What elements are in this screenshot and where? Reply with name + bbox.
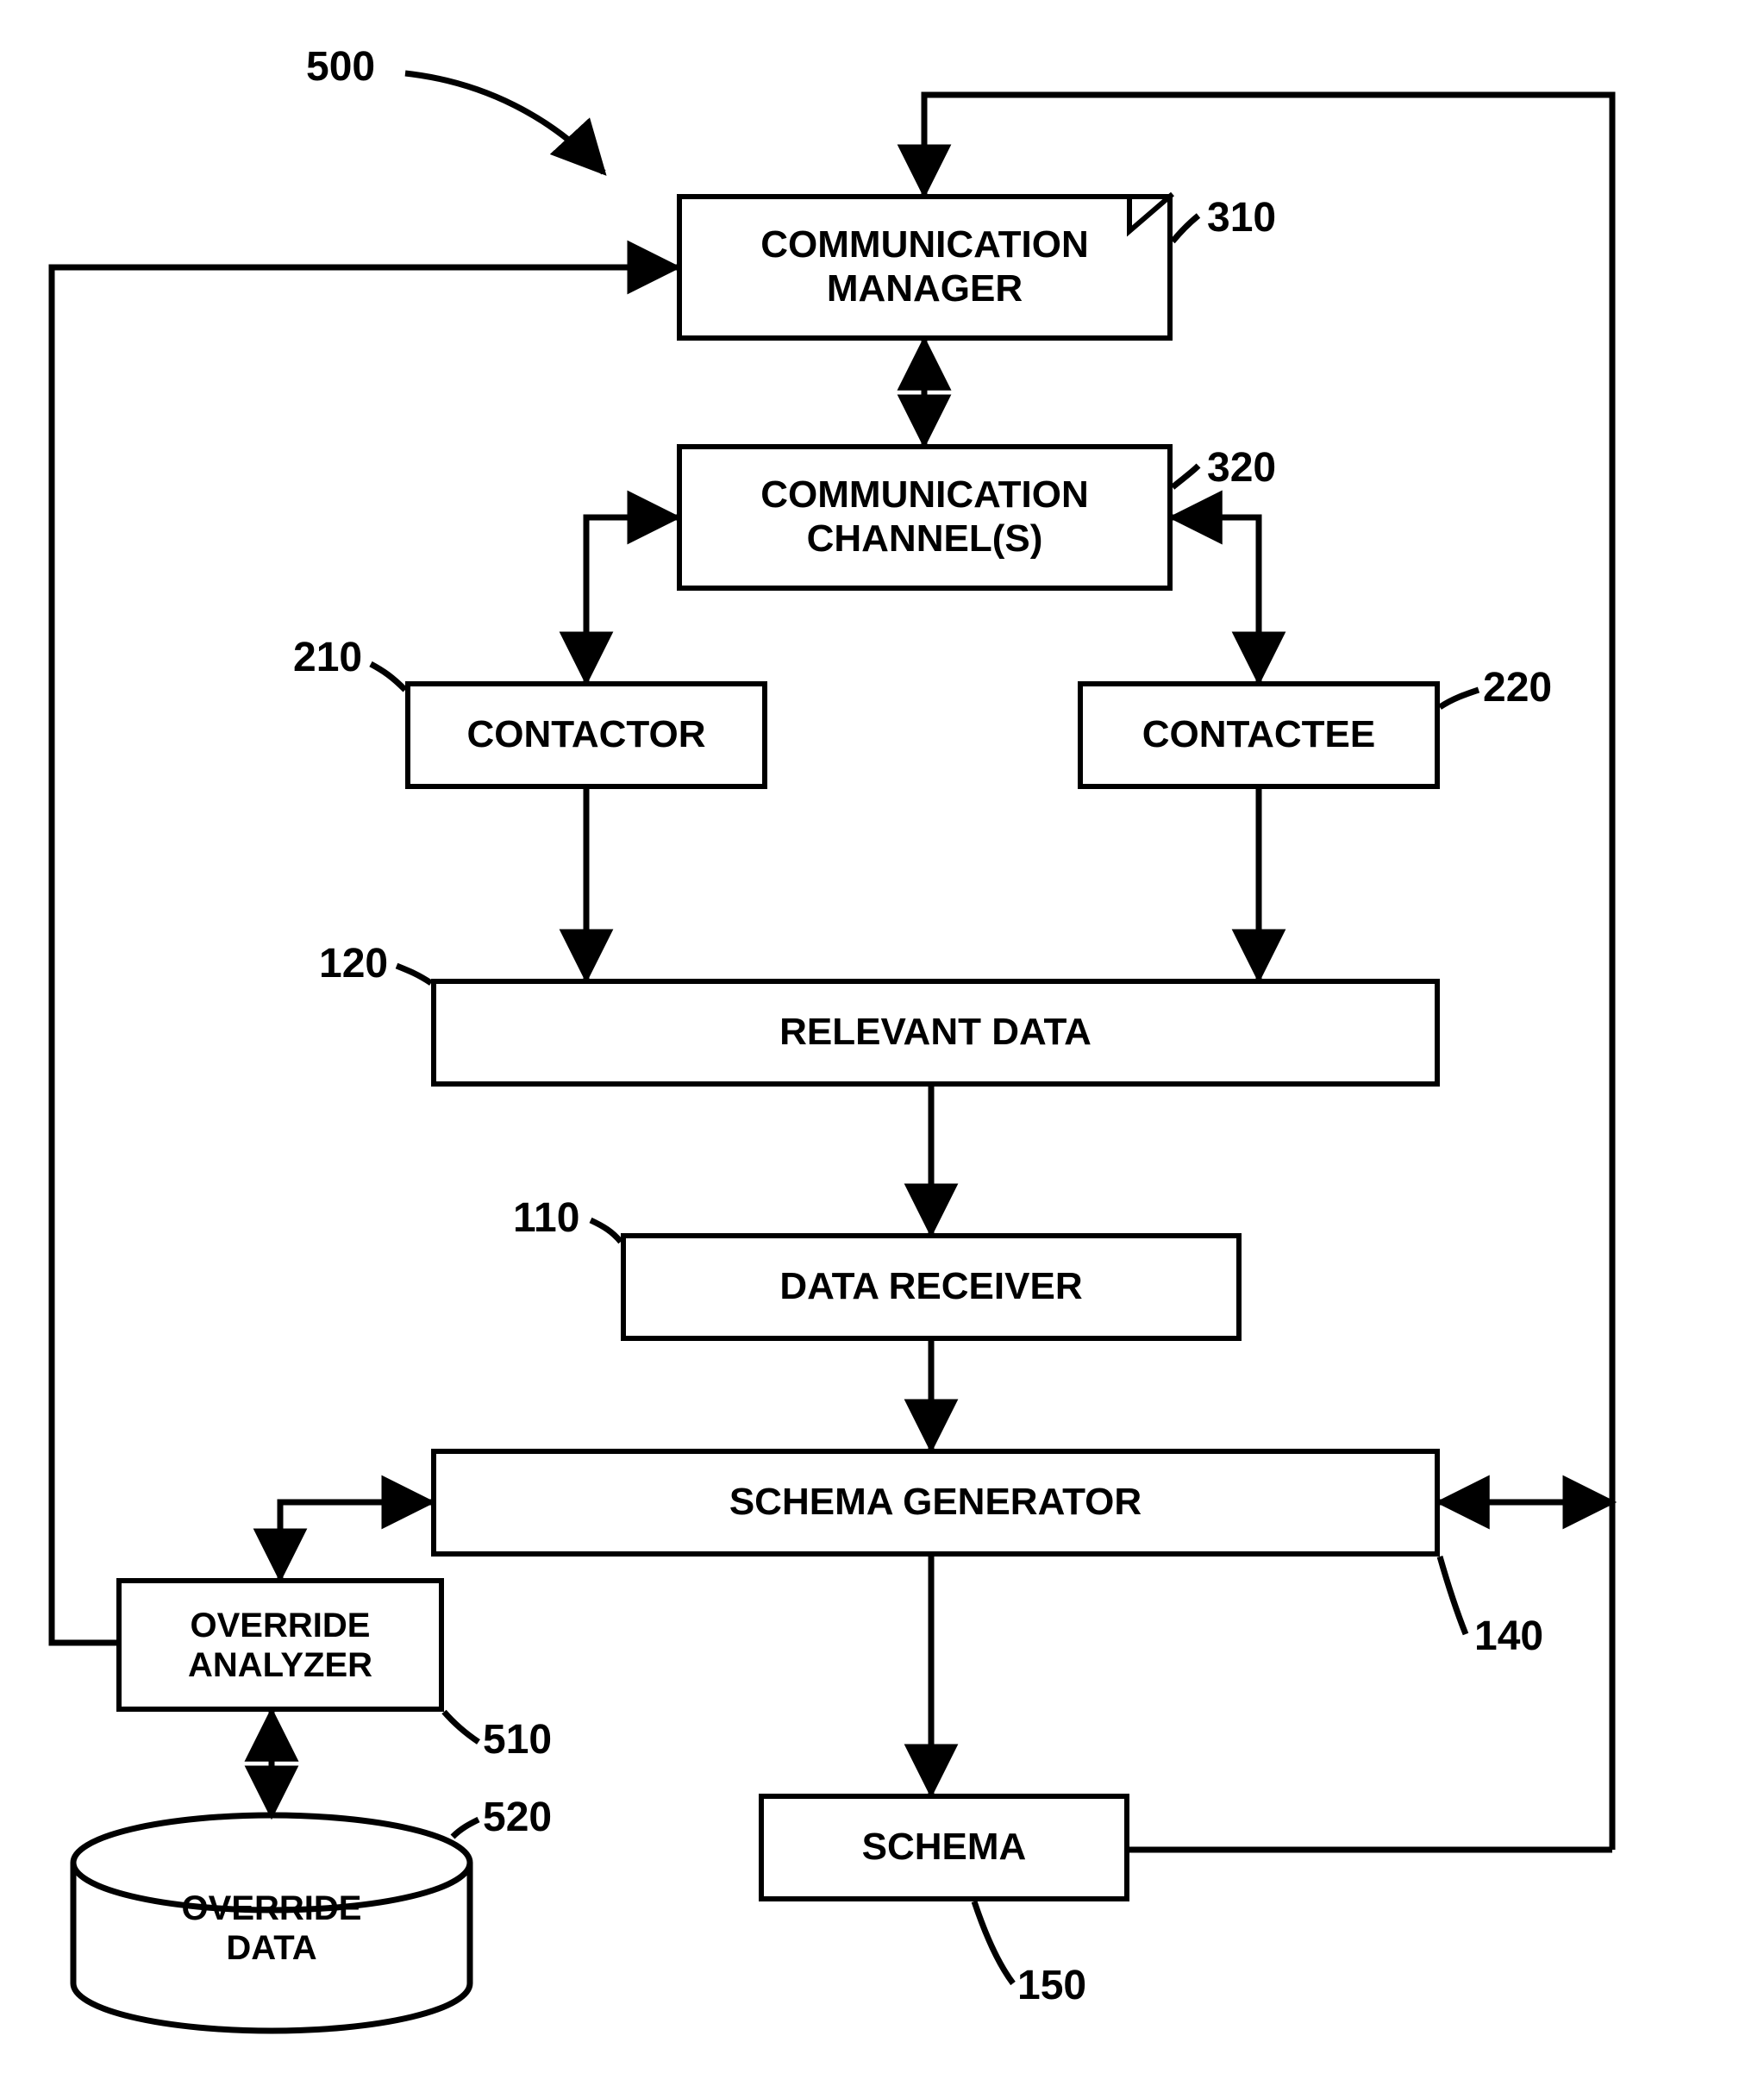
label-220: 220 [1483,664,1552,711]
node-contactor: CONTACTOR [405,681,767,789]
node-data-receiver: DATA RECEIVER [621,1233,1242,1341]
node-label: SCHEMA GENERATOR [729,1481,1142,1525]
node-relevant-data: RELEVANT DATA [431,979,1440,1087]
label-320: 320 [1207,444,1276,492]
label-500: 500 [306,43,375,91]
node-override-data-label: OVERRIDEDATA [73,1889,470,1968]
node-label: SCHEMA [862,1826,1027,1870]
label-110: 110 [513,1194,579,1242]
label-140: 140 [1474,1613,1543,1660]
node-label: CONTACTOR [466,713,705,757]
node-schema: SCHEMA [759,1794,1129,1901]
node-override-analyzer: OVERRIDEANALYZER [116,1578,444,1712]
node-label: COMMUNICATIONMANAGER [760,223,1088,310]
node-contactee: CONTACTEE [1078,681,1440,789]
node-comm-channels: COMMUNICATIONCHANNEL(S) [677,444,1173,591]
node-label: COMMUNICATIONCHANNEL(S) [760,473,1088,561]
label-210: 210 [293,634,362,681]
label-120: 120 [319,940,388,987]
label-150: 150 [1017,1962,1086,2009]
node-comm-manager: COMMUNICATIONMANAGER [677,194,1173,341]
node-label: CONTACTEE [1142,713,1376,757]
label-510: 510 [483,1716,552,1763]
label-310: 310 [1207,194,1276,241]
label-520: 520 [483,1794,552,1841]
node-label: DATA RECEIVER [779,1265,1082,1309]
node-schema-generator: SCHEMA GENERATOR [431,1449,1440,1557]
node-label: OVERRIDEANALYZER [188,1606,372,1685]
node-label: RELEVANT DATA [779,1011,1092,1055]
